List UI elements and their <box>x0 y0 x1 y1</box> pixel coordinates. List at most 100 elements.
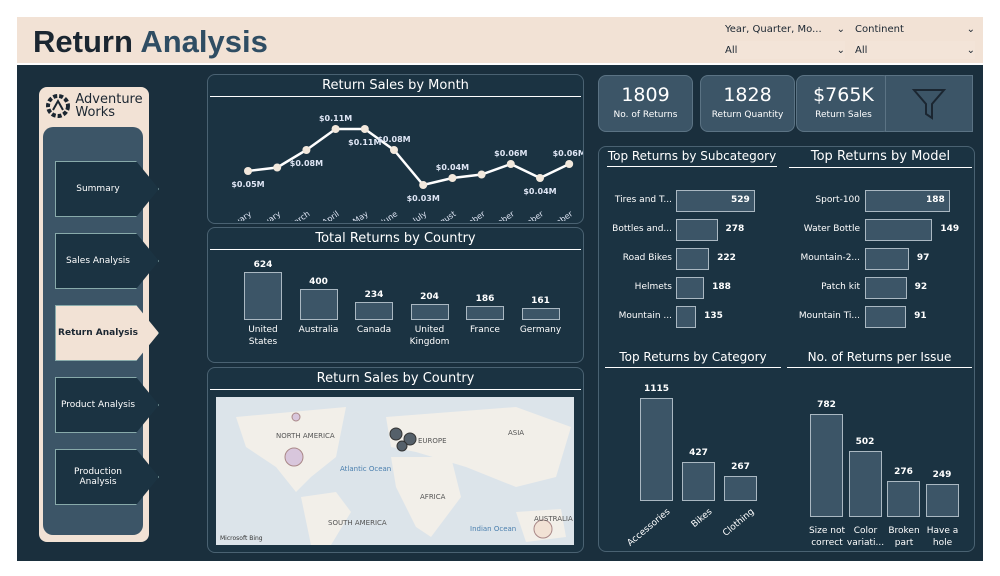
kpi-card: 1809 No. of Returns <box>598 75 693 132</box>
x-tick-label: February <box>248 209 282 221</box>
map-label: Atlantic Ocean <box>340 465 392 473</box>
data-point <box>536 174 544 182</box>
bar <box>865 306 907 328</box>
bar <box>887 480 920 517</box>
x-tick-label: Australia <box>298 325 339 335</box>
kpi-label: Return Quantity <box>711 110 784 120</box>
kpi-value: $765K <box>813 84 874 106</box>
map-label: ASIA <box>508 429 525 437</box>
data-label: 135 <box>704 311 723 321</box>
data-label: 234 <box>364 290 384 300</box>
x-tick-label: May <box>351 209 370 221</box>
data-label: 400 <box>309 277 328 288</box>
page-title: Return Analysis <box>33 24 268 60</box>
x-tick-label: July <box>411 209 429 221</box>
nav-summary[interactable]: Summary <box>55 161 159 217</box>
month-chart: Return Sales by Month $0.05M JanuaryFebru… <box>207 74 586 242</box>
gear-logo-icon <box>46 94 71 118</box>
bar <box>676 306 697 328</box>
kpi-card: $765K Return Sales <box>796 75 891 132</box>
bing-attribution: Microsoft Bing <box>220 535 263 542</box>
filter-icon <box>911 89 947 120</box>
data-label: 161 <box>531 295 550 306</box>
series-line <box>247 127 570 187</box>
bar <box>810 414 843 517</box>
bar <box>676 248 710 270</box>
continent-slicer[interactable]: Continent ⌄ All ⌄ <box>855 21 975 59</box>
bar <box>355 302 393 320</box>
chart-title: Top Returns by Subcategory <box>607 149 777 167</box>
data-point <box>419 181 428 189</box>
data-label: $0.06M <box>553 149 583 158</box>
bar <box>640 398 673 501</box>
data-label: 97 <box>916 253 930 263</box>
kpi-value: 1828 <box>723 84 772 106</box>
bar <box>865 248 909 270</box>
chart-title: Top Returns by Model <box>789 149 972 168</box>
x-tick-label: Size not correct <box>808 526 846 548</box>
chevron-down-icon: ⌄ <box>836 23 845 35</box>
nav-production-analysis[interactable]: Production Analysis <box>55 449 159 505</box>
y-tick-label: Mountain-2... <box>800 253 860 263</box>
data-label: $0.08M <box>377 135 410 144</box>
bar <box>466 305 504 320</box>
map-label: EUROPE <box>418 437 447 445</box>
clear-filters-button[interactable] <box>885 75 973 132</box>
y-tick-label: Road Bikes <box>622 253 672 263</box>
map-bubble <box>403 432 417 446</box>
y-tick-label: Mountain Ti... <box>798 311 860 321</box>
data-label: 276 <box>894 466 913 477</box>
data-label: 186 <box>475 293 495 304</box>
kpi-card: 1828 Return Quantity <box>700 75 795 132</box>
x-tick-label: Germany <box>519 325 562 335</box>
y-tick-label: Helmets <box>634 282 672 292</box>
data-label: 529 <box>731 195 750 205</box>
date-slicer[interactable]: Year, Quarter, Mo... ⌄ All ⌄ <box>725 21 845 59</box>
map-bubble <box>291 412 301 422</box>
data-point <box>331 125 340 133</box>
data-point <box>244 167 252 175</box>
data-label: $0.04M <box>436 163 469 172</box>
data-label: $0.03M <box>407 194 440 203</box>
nav-product-analysis[interactable]: Product Analysis <box>55 377 159 433</box>
data-point <box>448 174 457 182</box>
y-tick-label: Water Bottle <box>803 224 860 234</box>
x-tick-label: Canada <box>356 325 392 335</box>
logo: Adventure Works <box>39 93 149 119</box>
data-point <box>565 160 574 168</box>
slicer-value: All <box>725 44 738 56</box>
dashboard: Adventure Works Summary Sales Analysis Re… <box>17 65 983 561</box>
line-chart: $0.05M JanuaryFebruary $0.08M March $0.11M Ap… <box>222 114 586 242</box>
kpi-label: Return Sales <box>815 110 872 120</box>
slicer-label: Year, Quarter, Mo... <box>725 23 822 35</box>
map-label: NORTH AMERICA <box>276 432 335 440</box>
data-label: 427 <box>689 447 708 458</box>
map[interactable]: NORTH AMERICA EUROPE ASIA Atlantic Ocean… <box>216 397 574 545</box>
x-tick-label: October <box>485 209 517 221</box>
y-tick-label: Patch kit <box>821 282 860 292</box>
data-point <box>302 146 311 154</box>
logo-text: Works <box>75 105 116 120</box>
data-point <box>477 170 486 179</box>
country-chart: Total Returns by Country 624 United State… <box>207 227 584 363</box>
x-tick-label: January <box>222 209 253 221</box>
data-label: 267 <box>731 462 750 473</box>
x-tick-label: United Kingdom <box>409 325 450 347</box>
map-label: AFRICA <box>420 493 446 501</box>
nav-sales-analysis[interactable]: Sales Analysis <box>55 233 159 289</box>
data-label: 149 <box>940 224 960 234</box>
data-label: $0.04M <box>523 187 556 196</box>
x-tick-label: April <box>321 209 341 221</box>
data-label: 188 <box>926 195 945 205</box>
bar <box>865 277 907 299</box>
x-tick-label: March <box>286 209 311 221</box>
data-label: 204 <box>420 292 439 303</box>
x-tick-label: France <box>470 325 500 335</box>
chevron-down-icon: ⌄ <box>966 44 975 56</box>
bar <box>682 461 715 501</box>
bar <box>925 484 959 517</box>
y-tick-label: Sport-100 <box>815 195 860 205</box>
nav-return-analysis[interactable]: Return Analysis <box>55 305 159 361</box>
bar <box>410 304 449 320</box>
x-tick-label: United States <box>248 325 278 347</box>
